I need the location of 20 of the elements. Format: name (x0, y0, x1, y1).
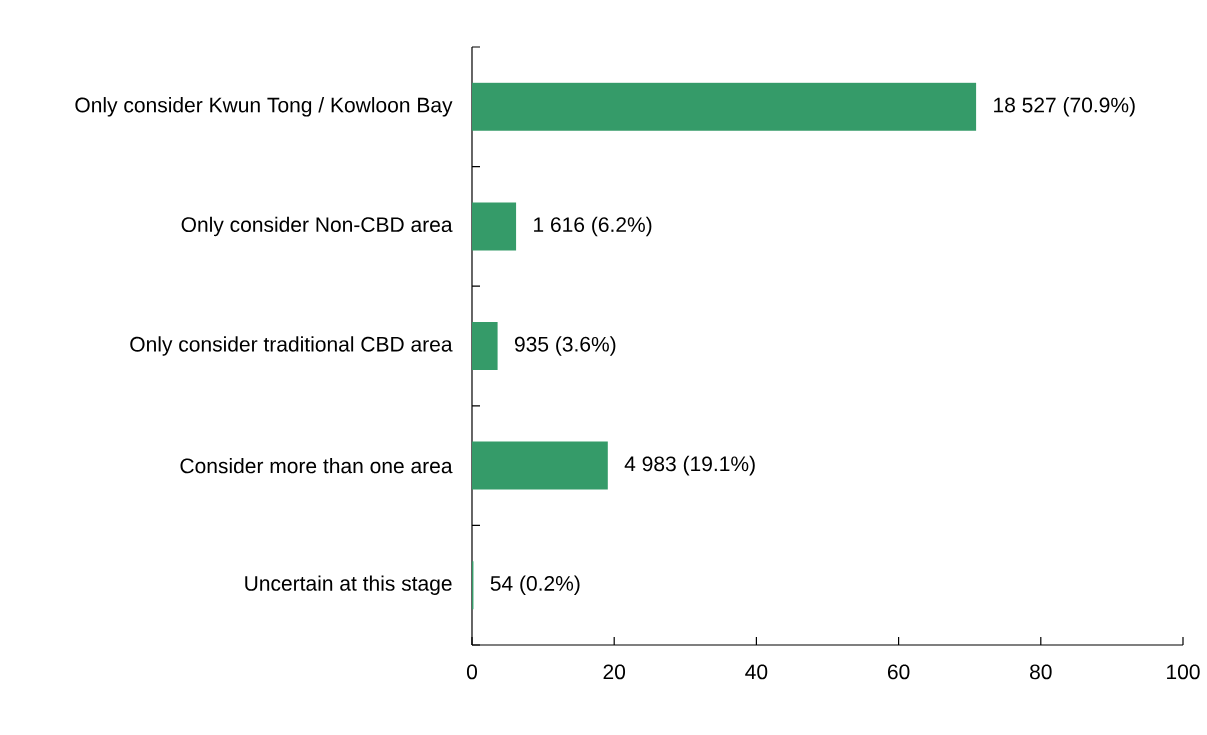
x-tick-label: 40 (745, 664, 768, 680)
y-tick-label: Only consider Kwun Tong / Kowloon Bay (75, 97, 453, 117)
bar (471, 82, 977, 131)
bar (471, 202, 517, 251)
data-label: 18 527 (70.9%) (994, 97, 1135, 117)
y-tick-label: Uncertain at this stage (245, 575, 452, 595)
data-label: 4 983 (19.1%) (624, 455, 755, 476)
y-tick-label: Only consider Non-CBD area (181, 216, 453, 237)
x-tick-label: 60 (887, 664, 910, 680)
data-label: 54 (0.2%) (490, 575, 580, 595)
data-label: 1 616 (6.2%) (534, 216, 652, 237)
x-tick-label: 80 (1030, 664, 1052, 680)
data-label: 935 (3.6%) (514, 336, 616, 356)
y-tick-label: Consider more than one area (180, 457, 453, 474)
x-tick-label: 0 (466, 664, 478, 680)
bar (471, 322, 498, 371)
x-tick-label: 100 (1167, 664, 1200, 680)
bar (471, 441, 608, 490)
x-tick-label: 20 (603, 664, 626, 680)
y-tick-label: Only consider traditional CBD area (130, 336, 453, 356)
